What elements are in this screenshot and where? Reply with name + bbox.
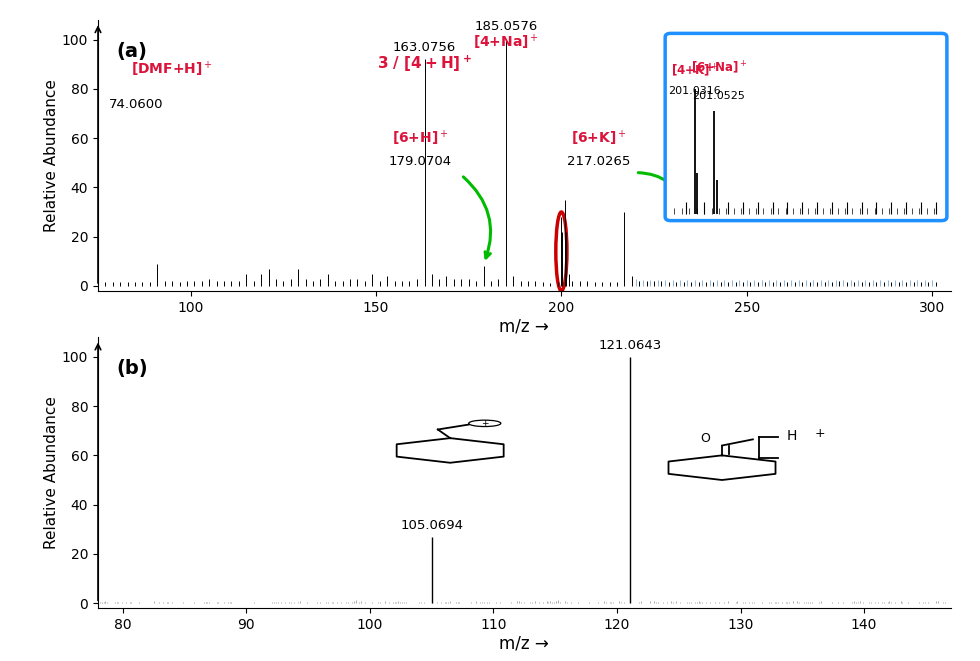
Y-axis label: Relative Abundance: Relative Abundance — [44, 396, 59, 549]
Y-axis label: Relative Abundance: Relative Abundance — [44, 79, 59, 232]
Text: 201.0316: 201.0316 — [668, 86, 721, 97]
Text: [6+K]$^+$: [6+K]$^+$ — [570, 129, 626, 148]
Text: [4+K]$^+$: [4+K]$^+$ — [671, 63, 718, 79]
FancyBboxPatch shape — [665, 33, 947, 221]
Text: $\bf{3}$ / $\bf{[4+H]^+}$: $\bf{3}$ / $\bf{[4+H]^+}$ — [377, 54, 472, 74]
Text: 74.0600: 74.0600 — [109, 98, 164, 111]
Text: 163.0756: 163.0756 — [393, 42, 456, 54]
Text: 217.0265: 217.0265 — [566, 155, 630, 168]
Text: [6+Na]$^+$: [6+Na]$^+$ — [691, 60, 747, 77]
Text: 105.0694: 105.0694 — [401, 519, 464, 531]
Text: +: + — [481, 419, 488, 428]
Text: (a): (a) — [117, 42, 147, 61]
Text: [6+H]$^+$: [6+H]$^+$ — [392, 129, 449, 148]
X-axis label: m/z →: m/z → — [500, 317, 549, 335]
Text: H: H — [786, 429, 797, 443]
Text: 201.0525: 201.0525 — [693, 91, 746, 101]
Text: +: + — [814, 427, 825, 440]
Text: 121.0643: 121.0643 — [599, 339, 662, 352]
Text: (b): (b) — [117, 360, 148, 378]
Text: 185.0576: 185.0576 — [474, 20, 538, 33]
X-axis label: m/z →: m/z → — [500, 635, 549, 652]
Text: [4+Na]$^+$: [4+Na]$^+$ — [473, 32, 539, 52]
Text: 179.0704: 179.0704 — [389, 155, 452, 168]
Text: O: O — [700, 432, 710, 445]
Text: [DMF+H]$^+$: [DMF+H]$^+$ — [131, 59, 213, 79]
